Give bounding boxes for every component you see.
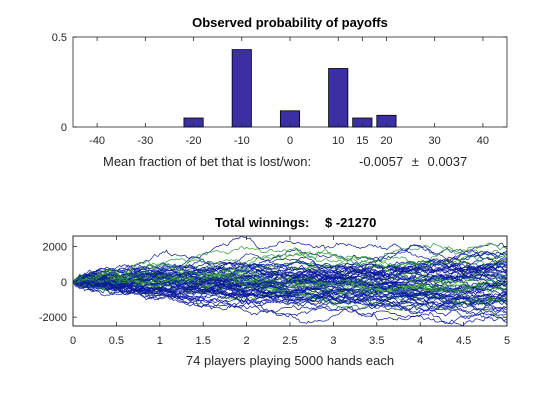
x-tick-label: 3 — [330, 335, 336, 347]
mean-fraction-error: 0.0037 — [427, 154, 467, 169]
bottom-x-ticks: 0 0.5 1 1.5 2 2.5 3 3.5 4 4.5 5 — [70, 236, 510, 347]
y-tick-label: 0 — [61, 277, 67, 289]
bar — [231, 49, 252, 128]
x-tick-label: 20 — [380, 135, 392, 147]
x-tick-label: 4.5 — [456, 335, 471, 347]
x-tick-label: 0.5 — [109, 335, 124, 347]
x-tick-label: 2 — [244, 335, 250, 347]
x-tick-label: 15 — [356, 135, 368, 147]
player-walk — [73, 252, 507, 288]
top-x-ticks: -40 -30 -20 -10 0 10 15 20 30 40 — [89, 37, 489, 147]
x-tick-label: 10 — [332, 135, 344, 147]
player-walk — [73, 274, 507, 308]
x-tick-label: 3.5 — [369, 335, 384, 347]
player-walk — [73, 274, 507, 309]
player-walk — [73, 270, 507, 296]
x-tick-label: 30 — [429, 135, 441, 147]
y-tick-label: 0 — [61, 122, 67, 134]
x-tick-label: -40 — [89, 135, 105, 147]
player-walk — [73, 264, 507, 296]
player-walk — [73, 278, 507, 301]
mean-fraction-label: Mean fraction of bet that is lost/won: — [103, 154, 311, 169]
player-walk — [73, 264, 507, 287]
player-walk — [73, 272, 507, 304]
player-walk — [73, 249, 507, 283]
top-chart-title: Observed probability of payoffs — [192, 15, 388, 30]
x-tick-label: -10 — [234, 135, 250, 147]
payoff-probability-chart: Observed probability of payoffs -40 -30 -2… — [52, 15, 508, 169]
player-walks — [73, 236, 507, 326]
x-tick-label: 1.5 — [196, 335, 211, 347]
player-walk — [73, 281, 507, 322]
player-walk — [73, 281, 507, 315]
x-tick-label: 1 — [157, 335, 163, 347]
x-tick-label: 0 — [287, 135, 293, 147]
player-walk — [73, 271, 507, 298]
x-tick-label: 40 — [477, 135, 489, 147]
x-tick-label: -30 — [137, 135, 153, 147]
bar — [328, 68, 349, 128]
y-tick-label: 2000 — [43, 242, 67, 254]
bottom-chart-title: Total winnings: $ -21270 — [215, 215, 376, 230]
player-walk — [73, 236, 507, 284]
mean-fraction-caption: Mean fraction of bet that is lost/won: -… — [103, 154, 467, 169]
player-walk — [73, 267, 507, 310]
player-walk — [73, 267, 507, 313]
x-tick-label: 0 — [70, 335, 76, 347]
total-winnings-chart: Total winnings: $ -21270 0 0.5 1 1.5 2 2.5 3 3.… — [39, 215, 510, 368]
y-tick-label: 0.5 — [52, 32, 67, 44]
mean-fraction-value: -0.0057 — [359, 154, 403, 169]
plus-minus-sign: ± — [412, 154, 419, 169]
top-bars — [183, 49, 397, 128]
x-tick-label: 2.5 — [282, 335, 297, 347]
x-tick-label: 4 — [417, 335, 423, 347]
x-tick-label: -20 — [186, 135, 202, 147]
bottom-x-axis-label: 74 players playing 5000 hands each — [186, 353, 394, 368]
player-walk — [73, 279, 507, 319]
top-y-ticks: 00.5 — [52, 32, 507, 134]
player-walk — [73, 242, 507, 283]
total-winnings-label: Total winnings: — [215, 215, 309, 230]
bottom-y-ticks: -2000 0 2000 — [39, 242, 507, 324]
player-walk — [73, 269, 507, 304]
y-tick-label: -2000 — [39, 312, 67, 324]
x-tick-label: 5 — [504, 335, 510, 347]
total-winnings-value: $ -21270 — [325, 215, 376, 230]
